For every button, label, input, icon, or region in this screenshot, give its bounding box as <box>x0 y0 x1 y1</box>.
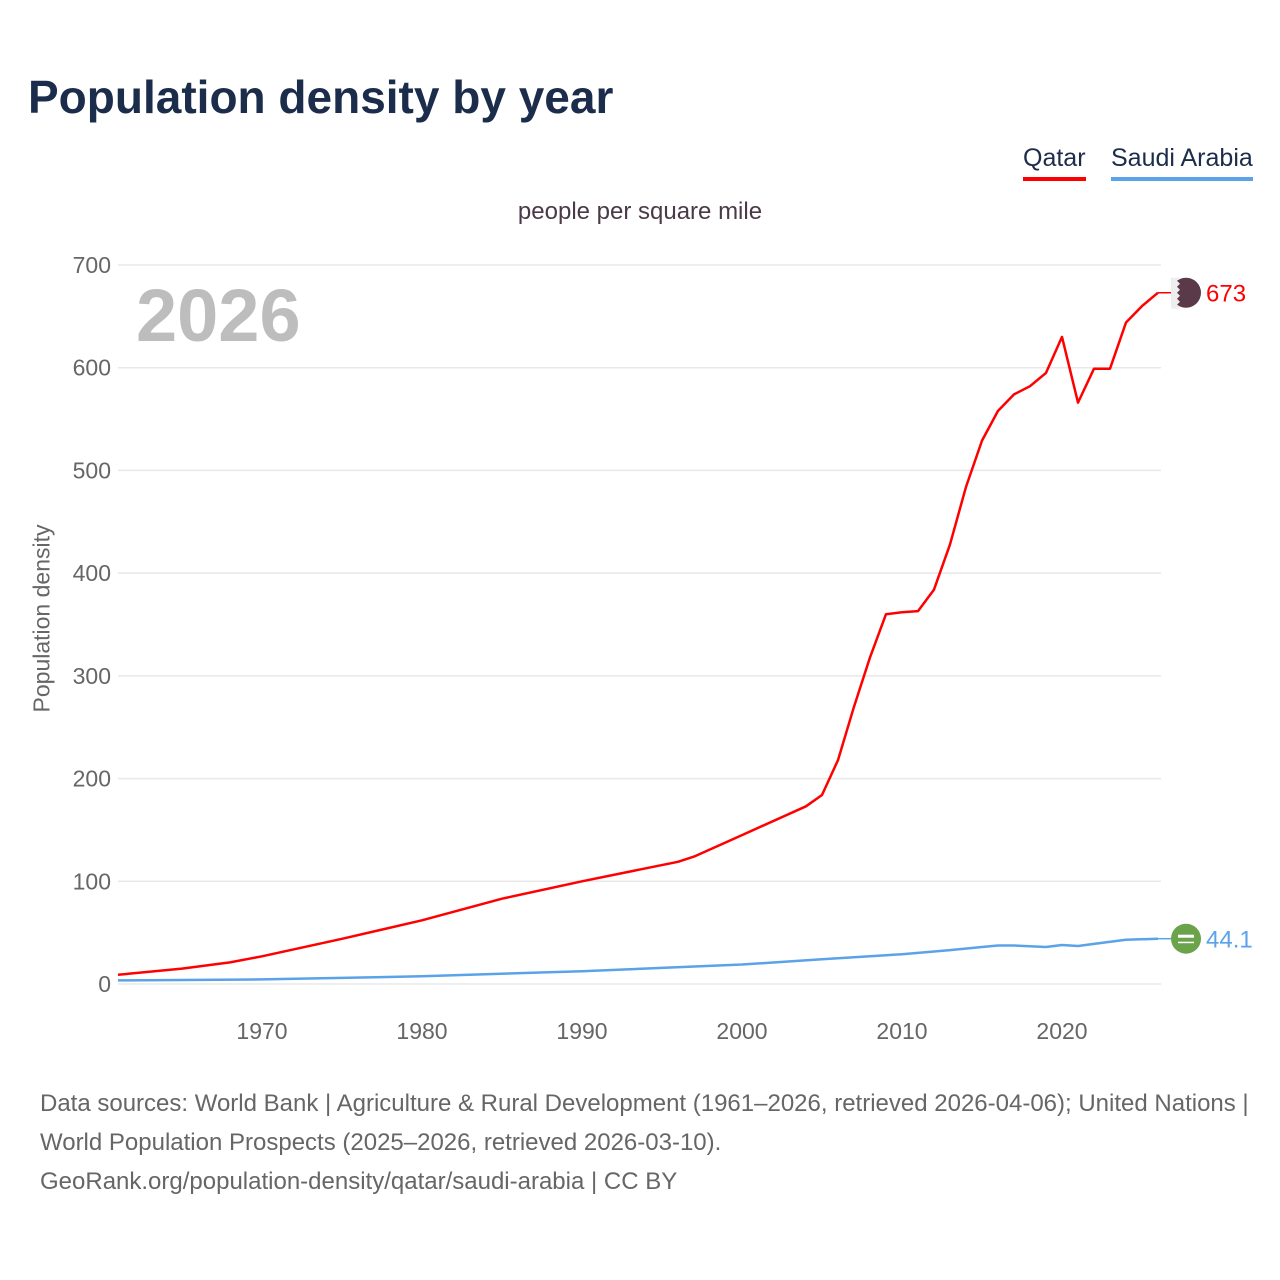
year-watermark: 2026 <box>136 274 301 357</box>
y-tick-label: 100 <box>73 868 111 894</box>
source-link[interactable]: GeoRank.org/population-density/qatar/sau… <box>40 1168 678 1195</box>
x-tick-label: 2000 <box>716 1018 767 1044</box>
series-line-qatar <box>117 291 1159 977</box>
x-tick-label: 1980 <box>396 1018 447 1044</box>
y-tick-label: 500 <box>73 457 111 483</box>
chart-title: Population density by year <box>28 71 614 123</box>
plot-area: 0 100 200 300 400 500 600 700 1970 1980 1990 2000 20… <box>73 252 1253 1044</box>
x-tick-label: 1990 <box>556 1018 607 1044</box>
saudi-arabia-flag-icon <box>1171 923 1201 954</box>
saudi-flag-script <box>1178 934 1194 938</box>
y-tick-label: 600 <box>73 355 111 381</box>
x-tick-label: 2010 <box>876 1018 927 1044</box>
legend-item-saudi-arabia[interactable]: Saudi Arabia <box>1111 144 1253 181</box>
qatar-flag-stripe <box>1171 277 1180 309</box>
y-tick-label: 700 <box>73 252 111 278</box>
x-tick-label: 2020 <box>1036 1018 1087 1044</box>
end-value-label: 673 <box>1206 281 1246 308</box>
y-tick-label: 200 <box>73 766 111 792</box>
x-tick-label: 1970 <box>236 1018 287 1044</box>
source-line: Data sources: World Bank | Agriculture &… <box>40 1090 1249 1156</box>
saudi-flag-sword <box>1178 941 1194 944</box>
legend-item-qatar[interactable]: Qatar <box>1023 144 1086 181</box>
y-tick-label: 400 <box>73 560 111 586</box>
chart-subtitle: people per square mile <box>517 198 763 225</box>
y-tick-label: 300 <box>73 663 111 689</box>
series-line-saudi-arabia <box>117 937 1159 982</box>
source-note: Data sources: World Bank | Agriculture &… <box>40 1084 1250 1201</box>
y-tick-label: 0 <box>98 971 111 997</box>
end-value-label: 44.1 <box>1206 927 1253 954</box>
